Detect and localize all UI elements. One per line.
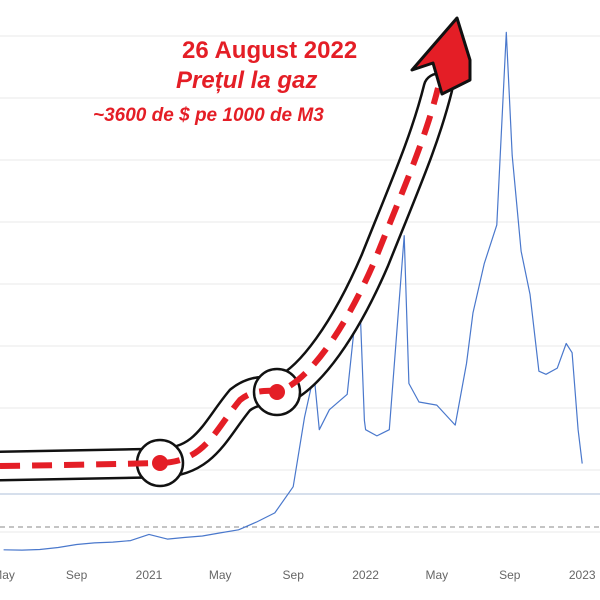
arrow-dashes: [0, 87, 441, 469]
x-axis-ticks: May Sep 2021 May Sep 2022 May Sep 2023: [0, 568, 596, 582]
x-tick-label: May: [209, 568, 232, 582]
x-tick-label: Sep: [499, 568, 521, 582]
x-tick-label: Sep: [66, 568, 88, 582]
x-tick-label: 2021: [136, 568, 163, 582]
arrow-node-dot: [152, 455, 168, 471]
chart-grid: [0, 35, 600, 533]
annotation-title: Prețul la gaz: [176, 67, 318, 94]
annotation-subtitle: ~3600 de $ pe 1000 de M3: [93, 105, 324, 126]
series-line-gas-price: [3, 31, 583, 551]
x-tick-label: Sep: [283, 568, 305, 582]
x-tick-label: 2022: [352, 568, 379, 582]
arrow-head: [410, 16, 472, 96]
price-trend-arrow: [0, 16, 472, 488]
annotation-date: 26 August 2022: [182, 37, 358, 64]
arrow-fill: [0, 75, 451, 479]
x-tick-label: May: [0, 568, 15, 582]
x-tick-label: 2023: [569, 568, 596, 582]
x-tick-label: May: [425, 568, 448, 582]
arrow-node-dot: [269, 384, 285, 400]
